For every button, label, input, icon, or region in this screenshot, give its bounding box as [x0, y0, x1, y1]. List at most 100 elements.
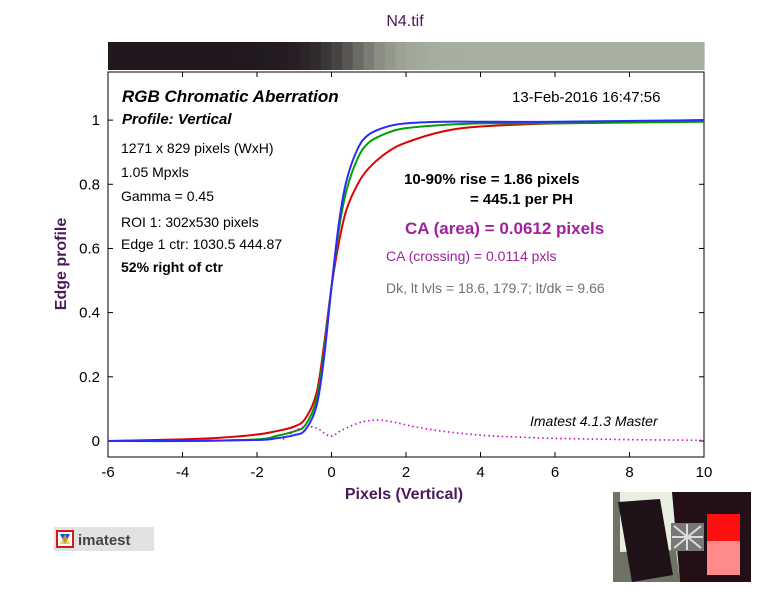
x-tick-label: 0	[327, 464, 335, 481]
strip-cell	[182, 42, 194, 70]
strip-cell	[342, 42, 354, 70]
logo-text: imatest	[78, 532, 131, 549]
strip-cell	[363, 42, 375, 70]
logo-icon	[56, 530, 74, 548]
info-line-megapixels: 1.05 Mpxls	[121, 164, 189, 180]
strip-cell	[661, 42, 673, 70]
strip-cell	[129, 42, 141, 70]
x-tick-label: 6	[551, 464, 559, 481]
version-text: Imatest 4.1.3 Master	[530, 413, 659, 429]
y-tick-label: 0.6	[79, 240, 100, 257]
y-axis-label: Edge profile	[53, 218, 70, 311]
strip-cell	[406, 42, 418, 70]
strip-cell	[629, 42, 641, 70]
x-tick-label: 8	[625, 464, 633, 481]
strip-cell	[448, 42, 460, 70]
strip-cell	[512, 42, 524, 70]
strip-cell	[257, 42, 269, 70]
y-tick-label: 0	[92, 433, 100, 450]
rise-text-1: 10-90% rise = 1.86 pixels	[404, 171, 580, 188]
series-curves	[108, 119, 704, 443]
x-axis-label: Pixels (Vertical)	[345, 486, 463, 503]
series-line-crossing	[282, 419, 704, 442]
strip-cell	[193, 42, 205, 70]
strip-cell	[672, 42, 684, 70]
strip-cell	[384, 42, 396, 70]
strip-cell	[650, 42, 663, 70]
info-line-dimensions: 1271 x 829 pixels (WxH)	[121, 140, 274, 156]
strip-cell	[203, 42, 216, 70]
info-position: 52% right of ctr	[121, 259, 223, 275]
strip-cell	[214, 42, 226, 70]
strip-cell	[299, 42, 311, 70]
strip-cell	[352, 42, 365, 70]
strip-cell	[267, 42, 279, 70]
x-tick-label: 2	[402, 464, 410, 481]
strip-cell	[246, 42, 258, 70]
strip-cell	[597, 42, 609, 70]
strip-cell	[576, 42, 588, 70]
strip-cell	[118, 42, 130, 70]
strip-cell	[374, 42, 386, 70]
strip-cell	[150, 42, 162, 70]
strip-cell	[640, 42, 652, 70]
series-line-red	[108, 119, 704, 442]
strip-cell	[586, 42, 599, 70]
rise-text-2: = 445.1 per PH	[470, 191, 573, 208]
strip-cell	[608, 42, 620, 70]
info-title: RGB Chromatic Aberration	[122, 87, 339, 106]
strip-cell	[320, 42, 333, 70]
strip-cell	[108, 42, 120, 70]
plot-area	[107, 71, 705, 458]
strip-cell	[331, 42, 343, 70]
strip-cell	[139, 42, 152, 70]
strip-cell	[310, 42, 322, 70]
strip-cell	[618, 42, 631, 70]
strip-cell	[225, 42, 237, 70]
strip-cell	[171, 42, 184, 70]
strip-cell	[416, 42, 428, 70]
y-tick-label: 0.2	[79, 369, 100, 386]
strip-cell	[288, 42, 301, 70]
x-tick-label: -6	[101, 464, 114, 481]
strip-cell	[395, 42, 407, 70]
roi-red-box	[707, 514, 740, 541]
axis-ticks: -6 -4 -2 0 2 4 6 8 10 0 0.2 0.4 0.6 0.8 1	[79, 72, 712, 481]
dark-light-levels-text: Dk, lt lvls = 18.6, 179.7; lt/dk = 9.66	[386, 280, 605, 296]
strip-cell	[555, 42, 567, 70]
strip-cell	[427, 42, 439, 70]
y-tick-label: 1	[92, 112, 100, 129]
info-line-roi: ROI 1: 302x530 pixels	[121, 214, 259, 230]
strip-cell	[565, 42, 577, 70]
strip-cell	[235, 42, 247, 70]
edge-gradient-strip	[108, 42, 705, 70]
strip-cell	[480, 42, 492, 70]
figure-title: N4.tif	[386, 13, 424, 30]
strip-cell	[459, 42, 471, 70]
info-subtitle: Profile: Vertical	[122, 111, 232, 128]
strip-cell	[693, 42, 705, 70]
series-line-blue	[108, 119, 704, 443]
strip-cell	[161, 42, 173, 70]
strip-cell	[682, 42, 694, 70]
x-tick-label: 4	[476, 464, 484, 481]
strip-cell	[278, 42, 290, 70]
ca-crossing-text: CA (crossing) = 0.0114 pxls	[386, 248, 557, 264]
imatest-logo: imatest	[54, 527, 154, 551]
x-tick-label: 10	[696, 464, 713, 481]
strip-cell	[533, 42, 545, 70]
curves-clipped	[108, 119, 704, 443]
strip-cell	[469, 42, 482, 70]
x-tick-label: -4	[176, 464, 189, 481]
strip-cell	[544, 42, 556, 70]
strip-cell	[501, 42, 514, 70]
roi-thumbnail	[613, 492, 751, 582]
strip-cell	[491, 42, 503, 70]
y-tick-label: 0.8	[79, 176, 100, 193]
timestamp: 13-Feb-2016 16:47:56	[512, 89, 660, 106]
y-tick-label: 0.4	[79, 305, 100, 322]
ca-area-text: CA (area) = 0.0612 pixels	[405, 219, 604, 238]
roi-pink-box	[707, 541, 740, 575]
x-tick-label: -2	[250, 464, 263, 481]
